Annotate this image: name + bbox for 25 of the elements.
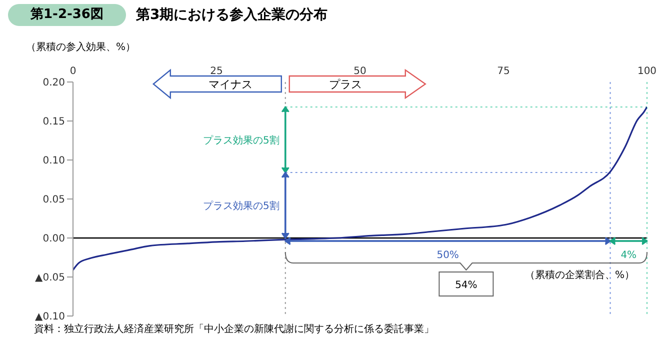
y-tick-label: 0.15	[42, 116, 65, 128]
x-tick-label: 0	[70, 66, 76, 77]
x-tick-label: 25	[210, 66, 223, 77]
y-axis-title: （累積の参入効果、%）	[26, 40, 136, 54]
annotation: マイナス	[208, 78, 252, 91]
x-tick-label: 100	[637, 66, 657, 77]
annotation: プラス効果の5割	[203, 134, 280, 147]
annotation: 54%	[455, 280, 478, 291]
x-axis-title: （累積の企業割合、%）	[525, 268, 635, 282]
annotation: 4%	[620, 250, 637, 261]
annotation: プラス	[328, 78, 362, 91]
y-tick-label: 0.20	[42, 78, 65, 89]
x-tick-label: 75	[497, 66, 510, 77]
line-series	[73, 106, 647, 271]
chart-subtitle: 第1-2-36図	[8, 4, 126, 26]
annotation: プラス効果の5割	[203, 200, 280, 212]
y-tick-label: 0.00	[42, 234, 65, 245]
text: 資料：独立行政法人経済産業研究所「中小企業の新陳代謝に関する分析に係る委託事業」	[34, 322, 434, 336]
y-tick-label: 0.10	[42, 156, 65, 167]
annotation: 50%	[436, 250, 459, 261]
y-tick-label: 0.05	[42, 194, 65, 206]
y-tick-label: ▲0.10	[35, 312, 65, 323]
y-tick-label: ▲0.05	[35, 272, 65, 284]
x-tick-label: 50	[354, 66, 366, 77]
chart-title: 第3期における参入企業の分布	[136, 6, 328, 25]
